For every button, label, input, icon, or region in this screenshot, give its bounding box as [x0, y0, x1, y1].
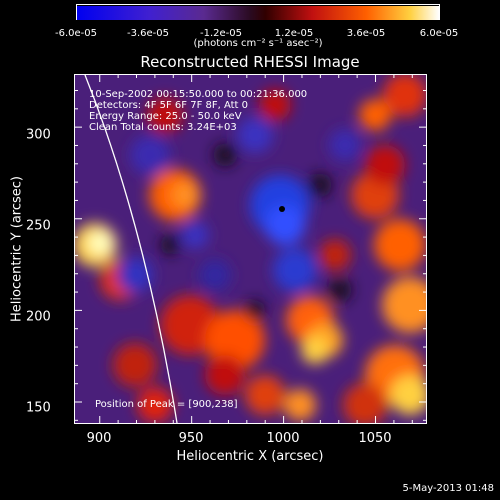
emission-blob [259, 89, 291, 121]
emission-blob [301, 336, 329, 364]
emission-blob [237, 117, 273, 153]
emission-blob [245, 375, 285, 415]
emission-blob [213, 143, 237, 167]
y-axis-title: Heliocentric Y (arcsec) [9, 176, 25, 322]
emission-blob [308, 173, 332, 197]
colorbar-units: (photons cm⁻² s⁻¹ asec⁻²) [193, 38, 323, 49]
emission-blob [382, 277, 426, 333]
x-tick-label: 900 [86, 431, 112, 446]
emission-blob [205, 355, 245, 395]
emission-blob [329, 129, 361, 161]
emission-blob [273, 248, 317, 292]
colorbar-gradient [77, 6, 439, 20]
emission-blob [205, 310, 265, 370]
plot-title: Reconstructed RHESSI Image [140, 53, 360, 71]
x-axis-title: Heliocentric X (arcsec) [176, 449, 324, 464]
x-tick-label: 1050 [358, 431, 392, 446]
detectors-annotation: Detectors: 4F 5F 6F 7F 8F, Att 0 [89, 100, 249, 111]
timestamp: 5-May-2013 01:48 [402, 483, 494, 494]
y-tick-label: 250 [26, 218, 51, 234]
emission-blob [374, 219, 426, 271]
energy-range-annotation: Energy Range: 25.0 - 50.0 keV [89, 111, 242, 122]
colorbar-tick-label: -6.0e-05 [55, 28, 97, 39]
y-tick-label: 150 [26, 400, 51, 416]
emission-blob [137, 387, 173, 423]
hessi-image-map [75, 75, 426, 423]
emission-blob [365, 145, 405, 185]
emission-blob [199, 259, 231, 291]
emission-blob [160, 235, 180, 255]
emission-blob [390, 375, 426, 415]
emission-blob [147, 97, 183, 133]
x-tick-label: 950 [178, 431, 204, 446]
emission-blob [113, 343, 157, 387]
y-tick-label: 200 [26, 309, 51, 325]
clean-annotation: Clean Total counts: 3.24E+03 [89, 122, 237, 133]
emission-blob [284, 389, 316, 421]
emission-blob [88, 231, 112, 255]
emission-blob [343, 383, 387, 423]
time-range-annotation: 10-Sep-2002 00:15:50.000 to 00:21:36.000 [89, 89, 308, 100]
emission-blob [319, 239, 351, 271]
colorbar-tick-label: 3.6e-05 [346, 28, 386, 39]
emission-blob [117, 257, 153, 293]
emission-blob [359, 99, 391, 131]
emission-blob [181, 221, 209, 249]
y-tick-label: 300 [26, 127, 51, 143]
colorbar-tick-label: -1.2e-05 [200, 28, 242, 39]
emission-blob [328, 278, 352, 302]
emission-blob [245, 300, 265, 320]
colorbar-tick-label: 6.0e-05 [419, 28, 459, 39]
peak-marker [279, 206, 285, 212]
colorbar [76, 4, 440, 20]
colorbar-tick-label: -3.6e-05 [127, 28, 169, 39]
emission-blob [171, 181, 199, 209]
emission-blob [265, 205, 305, 245]
emission-blob [383, 75, 426, 117]
solar-limb-line [84, 75, 178, 423]
colorbar-tick-label: 1.2e-05 [274, 28, 314, 39]
emission-blob [130, 135, 170, 175]
peak-position-annotation: Position of Peak = [900,238] [95, 399, 238, 410]
x-tick-label: 1000 [266, 431, 300, 446]
image-plot[interactable]: 10-Sep-2002 00:15:50.000 to 00:21:36.000… [74, 74, 427, 424]
